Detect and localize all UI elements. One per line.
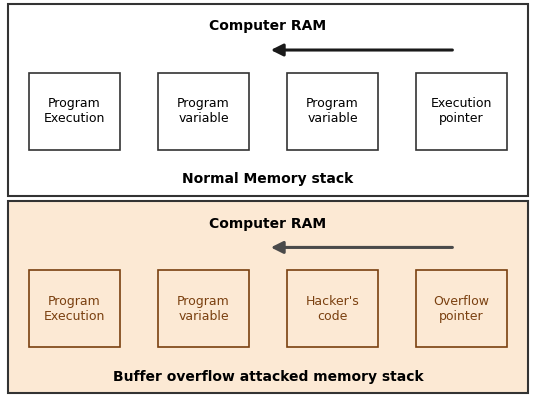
Text: Program
variable: Program variable: [177, 98, 230, 125]
Text: Program
variable: Program variable: [177, 295, 230, 323]
Text: Program
Execution: Program Execution: [43, 98, 105, 125]
Bar: [29, 73, 120, 150]
Text: Computer RAM: Computer RAM: [210, 217, 326, 231]
Text: Overflow
pointer: Overflow pointer: [434, 295, 490, 323]
Text: Program
variable: Program variable: [306, 98, 359, 125]
Text: Execution
pointer: Execution pointer: [431, 98, 493, 125]
Bar: [287, 271, 378, 347]
Bar: [158, 271, 249, 347]
Bar: [287, 73, 378, 150]
Text: Hacker's
code: Hacker's code: [306, 295, 360, 323]
Bar: [158, 73, 249, 150]
Bar: [416, 73, 507, 150]
Text: Buffer overflow attacked memory stack: Buffer overflow attacked memory stack: [113, 370, 423, 384]
Text: Program
Execution: Program Execution: [43, 295, 105, 323]
Bar: [29, 271, 120, 347]
Text: Normal Memory stack: Normal Memory stack: [182, 172, 354, 186]
Bar: [416, 271, 507, 347]
Text: Computer RAM: Computer RAM: [210, 20, 326, 33]
